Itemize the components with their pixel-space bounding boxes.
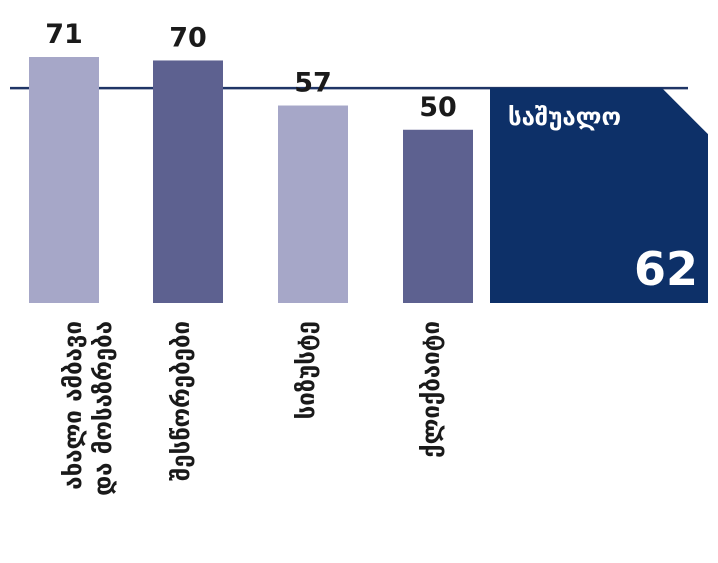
category-label-2: შესწორებები [167,321,195,481]
value-label-2: 70 [169,22,207,53]
bar-2 [153,60,223,304]
value-labels-group: 71 70 57 50 [45,19,457,123]
category-label-4: ქლიქბაიტი [417,321,445,458]
bar-1 [29,57,99,303]
average-title: საშუალო [508,103,621,131]
value-label-4: 50 [419,92,457,123]
value-label-1: 71 [45,19,83,50]
category-label-3: სიზუსტე [292,321,320,419]
bars-group [29,57,473,304]
category-labels-group: ახალი ამბავი და მოსაზრება შესწორებები სიზუს… [59,321,445,496]
category-label-4-line-1: ქლიქბაიტი [417,321,445,458]
category-label-1: ახალი ამბავი და მოსაზრება [59,321,117,496]
category-label-1-line-2: და მოსაზრება [89,321,117,496]
value-label-3: 57 [294,68,332,99]
average-value: 62 [634,242,698,296]
bar-4 [403,129,473,303]
average-box [490,88,708,303]
bar-3 [278,105,348,303]
category-label-2-line-1: შესწორებები [167,321,195,481]
category-label-1-line-1: ახალი ამბავი [59,321,87,490]
category-label-3-line-1: სიზუსტე [292,321,320,419]
